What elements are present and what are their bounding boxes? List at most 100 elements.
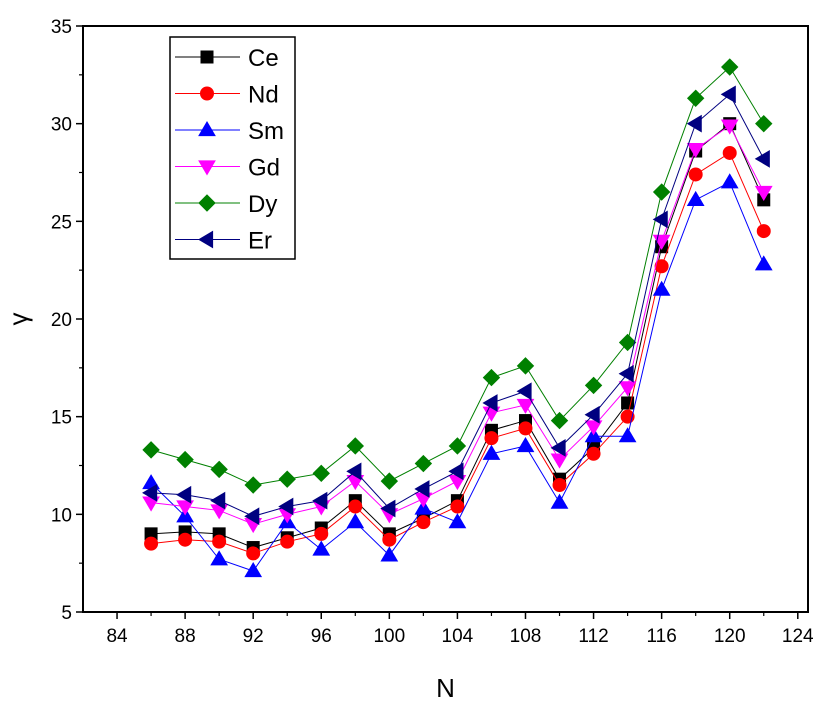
data-point-er xyxy=(346,462,362,481)
data-point-nd xyxy=(552,478,567,493)
data-point-dy xyxy=(380,472,399,490)
data-point-gd xyxy=(516,398,535,414)
legend-label: Nd xyxy=(248,82,279,109)
data-point-er xyxy=(380,499,396,518)
x-tick-label: 92 xyxy=(243,626,264,647)
data-point-nd xyxy=(382,532,397,547)
data-point-dy xyxy=(176,450,194,469)
data-point-sm xyxy=(210,550,229,566)
legend-item-dy: Dy xyxy=(175,191,277,218)
data-point-nd xyxy=(314,526,329,541)
data-point-er xyxy=(686,114,702,133)
data-point-dy xyxy=(652,183,671,201)
data-point-gd xyxy=(176,500,194,516)
y-tick-label: 15 xyxy=(51,408,72,429)
y-tick-label: 10 xyxy=(51,505,72,526)
legend-marker xyxy=(198,160,216,176)
legend-label: Sm xyxy=(248,118,284,145)
axis-layer: 84 88 92 96 100 104 108 112 116 120 124 5 10 15 20 25 30… xyxy=(51,17,814,647)
series-layer xyxy=(142,58,773,578)
y-tick-label: 20 xyxy=(51,310,72,331)
x-tick-label: 124 xyxy=(782,626,814,647)
data-point-dy xyxy=(686,89,705,107)
data-point-sm xyxy=(754,255,773,271)
legend-marker xyxy=(200,86,214,101)
series-er xyxy=(142,85,770,526)
data-point-er xyxy=(584,405,600,424)
data-point-sm xyxy=(448,513,467,529)
data-point-dy xyxy=(414,454,433,473)
data-point-nd xyxy=(722,145,737,160)
data-point-er xyxy=(652,210,668,229)
data-point-dy xyxy=(550,411,569,430)
y-tick-label: 25 xyxy=(51,212,72,233)
data-point-gd xyxy=(550,453,569,469)
x-tick-label: 108 xyxy=(510,626,542,647)
data-point-dy xyxy=(618,333,637,352)
data-point-sm xyxy=(380,546,399,562)
data-point-er xyxy=(516,382,532,401)
data-point-nd xyxy=(756,224,771,239)
data-point-gd xyxy=(754,185,773,202)
data-point-dy xyxy=(210,460,228,479)
data-point-gd xyxy=(686,142,705,159)
data-point-nd xyxy=(654,259,669,274)
legend-marker xyxy=(198,230,214,249)
data-point-sm xyxy=(312,540,331,556)
legend-item-ce: Ce xyxy=(175,45,279,72)
data-point-gd xyxy=(618,381,637,397)
data-point-nd xyxy=(518,421,533,436)
data-point-er xyxy=(312,491,328,510)
data-point-dy xyxy=(278,470,296,488)
legend-marker xyxy=(198,121,216,137)
data-point-nd xyxy=(586,446,601,461)
x-tick-label: 112 xyxy=(578,626,608,647)
data-point-dy xyxy=(244,476,262,494)
data-point-sm xyxy=(720,173,739,189)
legend-item-gd: Gd xyxy=(175,155,280,182)
data-point-er xyxy=(618,364,634,383)
data-point-dy xyxy=(584,376,603,395)
legend-label: Dy xyxy=(248,191,277,218)
y-axis-title: γ xyxy=(3,313,33,326)
data-point-er xyxy=(448,462,464,481)
x-tick-label: 88 xyxy=(175,626,196,647)
data-point-nd xyxy=(144,536,159,551)
data-point-dy xyxy=(346,437,365,455)
series-nd xyxy=(144,145,771,561)
data-point-dy xyxy=(312,464,330,483)
data-point-er xyxy=(550,439,566,457)
data-point-ce xyxy=(621,396,635,410)
data-point-gd xyxy=(584,420,603,436)
legend-item-sm: Sm xyxy=(175,118,284,145)
x-tick-label: 96 xyxy=(311,626,332,647)
x-tick-label: 100 xyxy=(373,626,405,647)
data-point-sm xyxy=(482,444,501,460)
data-point-er xyxy=(482,394,498,412)
data-point-er xyxy=(244,507,260,526)
legend-label: Gd xyxy=(248,155,280,182)
x-tick-label: 116 xyxy=(646,626,676,647)
data-point-nd xyxy=(688,167,703,182)
legend-marker xyxy=(198,194,216,212)
data-point-sm xyxy=(550,493,569,509)
x-tick-label: 84 xyxy=(106,626,128,647)
legend: Ce Nd Sm Gd Dy Er xyxy=(169,36,296,260)
y-tick-label: 30 xyxy=(51,115,72,136)
data-point-gd xyxy=(720,119,739,135)
data-point-nd xyxy=(280,534,295,549)
legend-label: Ce xyxy=(248,45,279,72)
y-tick-label: 35 xyxy=(51,17,72,38)
data-point-er xyxy=(754,149,770,168)
x-tick-label: 104 xyxy=(442,626,474,647)
data-point-nd xyxy=(450,499,465,514)
data-point-nd xyxy=(178,532,193,547)
data-point-er xyxy=(176,485,192,504)
data-point-sm xyxy=(346,513,365,529)
data-point-dy xyxy=(482,368,501,387)
data-point-nd xyxy=(348,499,363,514)
data-point-nd xyxy=(620,409,635,424)
legend-item-nd: Nd xyxy=(175,82,279,109)
data-point-dy xyxy=(721,58,739,76)
